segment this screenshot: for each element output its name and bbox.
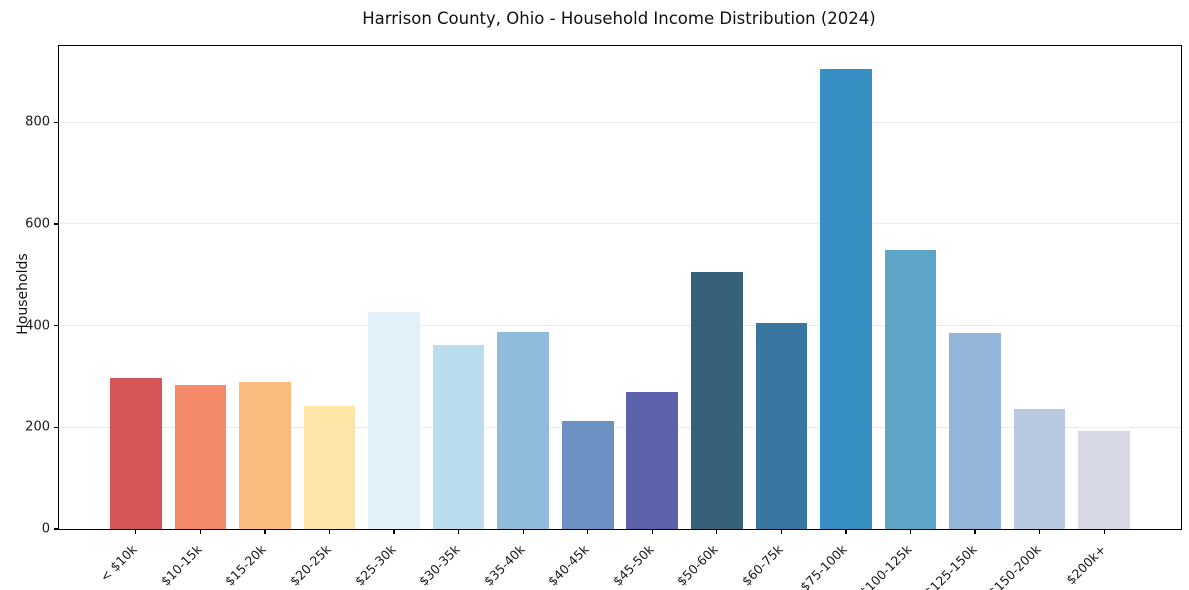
x-tick-mark: [1103, 529, 1105, 534]
bar-40-45k: [561, 421, 614, 529]
y-tick-mark: [54, 223, 59, 225]
y-tick-mark: [54, 426, 59, 428]
x-tick-mark: [716, 529, 718, 534]
bar-10k: [110, 377, 162, 529]
chart-title: Harrison County, Ohio - Household Income…: [362, 9, 876, 28]
x-tick-label: $200k+: [1062, 541, 1109, 588]
bar-10-15k: [174, 384, 227, 529]
x-tick-mark: [458, 529, 460, 534]
x-tick-mark: [393, 529, 395, 534]
x-tick-mark: [522, 529, 524, 534]
bar-25-30k: [368, 311, 420, 529]
gridline-800: [59, 121, 1181, 123]
gridline-400: [59, 325, 1181, 327]
x-tick-mark: [264, 529, 266, 534]
y-tick-label: 200: [25, 419, 50, 435]
bar-100-125k: [884, 250, 937, 529]
plot-area: 0 200 400 600 800 < $10k $10-15k $15-20k $20-25k…: [25, 45, 1182, 590]
y-tick-mark: [54, 325, 59, 327]
x-tick-mark: [780, 529, 782, 534]
x-tick-mark: [845, 529, 847, 534]
bar-75-100k: [820, 68, 872, 529]
bar-200k: [1078, 430, 1130, 529]
y-tick-label: 600: [25, 216, 50, 232]
gridline-600: [59, 223, 1181, 225]
y-tick-label: 800: [25, 114, 50, 130]
x-tick-mark: [135, 529, 137, 534]
x-tick-mark: [651, 529, 653, 534]
x-tick-mark: [909, 529, 912, 534]
bar-60-75k: [755, 323, 808, 529]
bar-15-20k: [239, 381, 291, 529]
y-tick-mark: [54, 528, 59, 530]
bar-45-50k: [626, 392, 679, 529]
x-tick-mark: [974, 529, 976, 534]
x-tick-mark: [587, 529, 589, 534]
bar-50-60k: [691, 272, 743, 529]
x-tick-mark: [328, 529, 331, 534]
bar-20-25k: [303, 406, 356, 529]
x-tick-label-anchor: $200k+: [994, 536, 1109, 588]
bar-150-200k: [1013, 408, 1066, 529]
y-tick-label: 0: [41, 521, 50, 537]
x-tick-mark: [199, 529, 201, 534]
gridline-200: [59, 426, 1181, 428]
bar-30-35k: [432, 345, 485, 529]
bar-35-40k: [497, 331, 549, 529]
y-tick-mark: [54, 121, 59, 123]
y-tick-label: 400: [25, 318, 50, 334]
x-tick-mark: [1039, 529, 1041, 534]
bar-125-150k: [949, 333, 1001, 529]
